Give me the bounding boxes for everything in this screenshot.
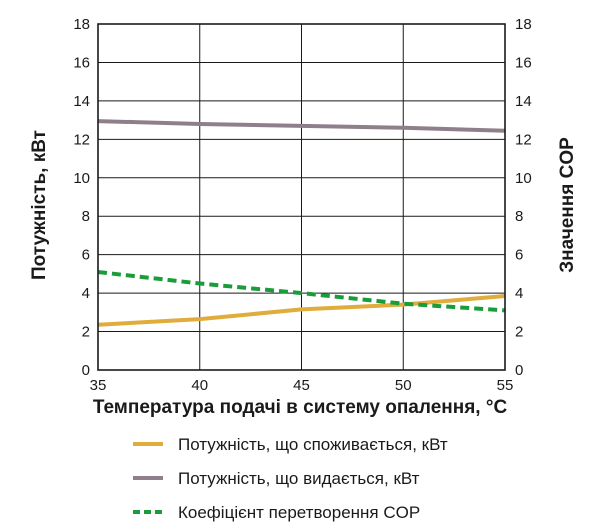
series-line-2 [97,270,506,313]
y2-tick-label: 12 [515,131,532,148]
y-tick-label: 10 [73,170,90,187]
y2-tick-label: 18 [515,16,532,33]
y-tick-label: 0 [82,362,90,379]
series-layer [97,119,506,327]
series-line-0 [97,294,506,327]
y-tick-label: 12 [73,131,90,148]
x-axis-title: Температура подачі в систему опалення, °… [93,397,508,418]
legend: Потужність, що споживається, кВт Потужніс… [133,435,448,522]
x-tick-labels: 35 40 45 50 55 [90,377,514,394]
grid [97,23,506,371]
y2-tick-label: 10 [515,170,532,187]
y2-tick-labels: 0 2 4 6 8 10 12 14 16 18 [515,16,532,379]
y2-tick-label: 0 [515,362,523,379]
legend-label-1: Потужність, що видається, кВт [178,469,420,488]
y2-tick-label: 4 [515,285,523,302]
x-tick-label: 50 [395,377,412,394]
y-tick-label: 2 [82,324,90,341]
x-tick-label: 40 [191,377,208,394]
x-tick-label: 35 [90,377,107,394]
y-tick-label: 8 [82,208,90,225]
y2-tick-label: 16 [515,54,532,71]
plot-frame [97,23,506,371]
y2-tick-label: 6 [515,247,523,264]
y-axis-title: Потужність, кВт [29,130,50,280]
y-tick-label: 18 [73,16,90,33]
y2-tick-label: 14 [515,93,532,110]
y2-tick-label: 2 [515,324,523,341]
y2-axis-title: Значення COP [557,137,578,273]
y2-tick-label: 8 [515,208,523,225]
y-tick-label: 14 [73,93,90,110]
x-tick-label: 55 [497,377,514,394]
x-tick-label: 45 [293,377,310,394]
series-line-1 [97,119,506,133]
y-tick-label: 4 [82,285,90,302]
legend-label-2: Коефіцієнт перетворення COP [178,503,420,522]
legend-label-0: Потужність, що споживається, кВт [178,435,448,454]
y-tick-label: 6 [82,247,90,264]
y-tick-label: 16 [73,54,90,71]
y-tick-labels: 0 2 4 6 8 10 12 14 16 18 [73,16,90,379]
